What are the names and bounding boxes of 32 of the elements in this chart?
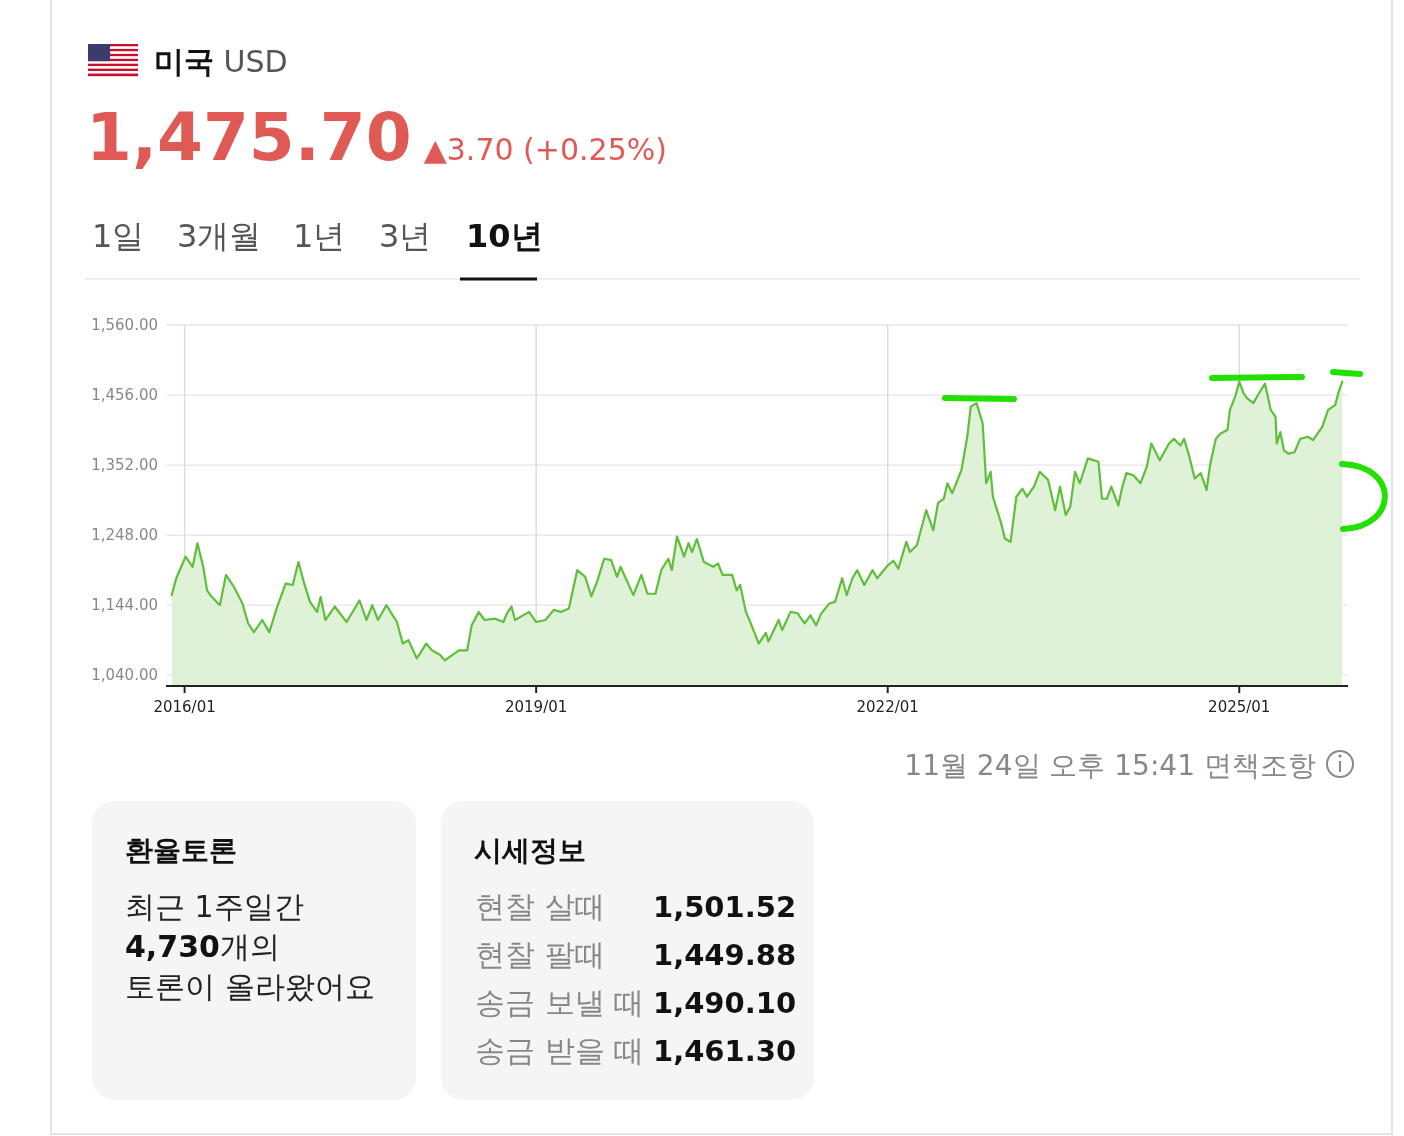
- text: 1,461.30: [653, 1034, 797, 1068]
- text: 1년: [293, 217, 346, 255]
- x-tick-label: 2019/01: [504, 698, 568, 716]
- text: 송금 받을 때: [475, 1033, 645, 1068]
- y-tick-label: 1,560.00: [91, 316, 158, 334]
- y-tick-label: 1,456.00: [91, 386, 158, 405]
- x-tick-label: 2022/01: [856, 698, 919, 716]
- text: 송금 보낼 때: [475, 985, 645, 1020]
- text: 1,449.88: [653, 938, 797, 972]
- text: 현찰 팔때: [475, 937, 605, 972]
- text: 면책조항: [1204, 749, 1316, 782]
- text: 11월 24일 오후 15:41: [904, 749, 1195, 782]
- text: 시세정보: [474, 834, 586, 867]
- text: 1,501.52: [653, 890, 797, 924]
- text: 현찰 살때: [475, 889, 605, 924]
- x-tick-label: 2016/01: [153, 698, 216, 716]
- chart-subtitle: 1,475.70▲3.70 (+0.25%): [86, 99, 667, 176]
- text: 1,490.10: [653, 986, 797, 1020]
- text: 10년: [466, 217, 543, 255]
- y-tick-label: 1,352.00: [91, 456, 158, 475]
- chart-title: 미국 USD: [154, 44, 288, 79]
- text: 3개월: [177, 217, 262, 255]
- y-tick-label: 1,144.00: [91, 596, 158, 615]
- text: 3년: [379, 217, 432, 255]
- text: 최근 1주일간: [125, 889, 304, 924]
- text: 4,730개의: [125, 929, 280, 964]
- y-tick-label: 1,040.00: [91, 666, 158, 685]
- text: 환율토론: [125, 834, 237, 867]
- text: 1일: [92, 217, 145, 255]
- y-tick-label: 1,248.00: [91, 526, 158, 545]
- text: 토론이 올라왔어요: [125, 969, 375, 1004]
- x-tick-label: 2025/01: [1208, 698, 1271, 716]
